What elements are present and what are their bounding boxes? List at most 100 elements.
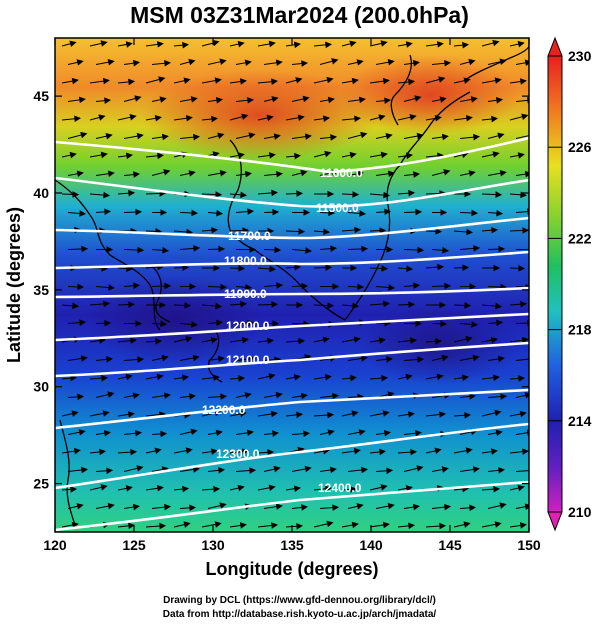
wind-arrow-head: [71, 521, 79, 529]
wind-arrow-head: [358, 96, 366, 104]
wind-arrow-head: [441, 354, 449, 362]
wind-arrow-head: [275, 391, 283, 399]
wind-arrow-head: [468, 58, 476, 66]
wind-arrow-head: [324, 374, 332, 381]
wind-arrow-head: [353, 447, 361, 455]
wind-arrow-head: [497, 355, 505, 363]
wind-arrow-head: [217, 355, 225, 363]
wind-arrow-head: [107, 170, 115, 178]
wind-arrow-head: [322, 336, 330, 344]
wind-arrow-head: [378, 114, 386, 121]
wind-arrow-head: [440, 209, 448, 216]
wind-arrow-head: [332, 504, 340, 511]
colorbar-max-arrow: [547, 36, 563, 57]
wind-arrow-head: [71, 410, 79, 417]
wind-arrow-head: [469, 393, 477, 400]
wind-arrow-head: [524, 392, 529, 399]
wind-arrow-head: [128, 189, 136, 197]
wind-arrow-head: [300, 392, 308, 400]
wind-arrow: [515, 322, 529, 324]
wind-arrow: [515, 470, 529, 472]
wind-arrow-head: [438, 76, 446, 83]
y-axis-label: Latitude (degrees): [4, 207, 24, 363]
wind-arrow-head: [386, 246, 394, 253]
wind-arrow-head: [323, 228, 331, 236]
wind-arrow-head: [183, 521, 191, 528]
wind-arrow-head: [442, 247, 450, 254]
wind-arrow-head: [462, 41, 470, 49]
wind-arrow-head: [271, 301, 279, 308]
wind-arrow-head: [380, 40, 388, 47]
wind-arrow-head: [386, 356, 394, 363]
credits: Drawing by DCL (https://www.gfd-dennou.o…: [0, 594, 599, 622]
wind-arrow-head: [415, 208, 423, 216]
wind-arrow-head: [72, 302, 80, 310]
x-axis-label: Longitude (degrees): [205, 559, 378, 579]
wind-arrow-head: [494, 77, 502, 84]
wind-arrow-head: [332, 392, 340, 400]
wind-arrow-head: [184, 302, 192, 309]
wind-arrow-head: [106, 246, 114, 253]
wind-arrow: [515, 358, 529, 361]
wind-arrow-head: [191, 321, 199, 328]
wind-arrow-head: [358, 429, 366, 436]
wind-arrow-head: [491, 115, 499, 123]
wind-arrow-head: [71, 77, 79, 85]
x-tick-label: 135: [280, 537, 304, 553]
wind-arrow-head: [188, 170, 196, 177]
wind-arrow-head: [164, 59, 172, 67]
wind-arrow-head: [164, 282, 172, 290]
wind-arrow-head: [193, 245, 201, 252]
wind-arrow-head: [415, 429, 423, 437]
wind-arrow-head: [219, 58, 227, 66]
wind-arrow-head: [330, 134, 338, 141]
wind-arrow-head: [354, 226, 362, 234]
wind-arrow-head: [213, 374, 221, 382]
wind-arrow-head: [211, 115, 219, 123]
wind-arrow-head: [276, 170, 284, 178]
wind-arrow-head: [185, 114, 193, 122]
wind-arrow-head: [182, 485, 190, 493]
wind-arrow-head: [382, 410, 390, 417]
wind-arrow-head: [520, 191, 528, 199]
wind-arrow-head: [190, 96, 198, 103]
wind-arrow-head: [156, 41, 164, 48]
wind-arrow-head: [325, 264, 333, 271]
wind-arrow-head: [271, 522, 278, 529]
wind-arrow-head: [463, 521, 471, 528]
wind-arrow-head: [193, 133, 201, 141]
wind-arrow-head: [493, 264, 501, 272]
wind-arrow-head: [524, 170, 529, 178]
wind-arrow-head: [469, 283, 477, 290]
wind-arrow-head: [239, 78, 247, 85]
wind-arrow-head: [305, 247, 313, 254]
x-tick-label: 140: [359, 537, 383, 553]
wind-arrow-head: [360, 131, 368, 139]
wind-arrow-head: [182, 264, 190, 271]
wind-arrow-head: [472, 466, 480, 473]
wind-arrow-head: [417, 246, 425, 254]
y-tick-label: 40: [33, 185, 49, 201]
wind-arrow-head: [517, 152, 525, 159]
wind-arrow-head: [240, 300, 248, 308]
wind-arrow-head: [327, 411, 335, 419]
wind-arrow-head: [417, 356, 425, 363]
wind-arrow-head: [128, 78, 136, 86]
wind-arrow-head: [249, 246, 257, 253]
wind-arrow-head: [327, 429, 335, 436]
wind-arrow-head: [349, 151, 357, 159]
wind-arrow-head: [192, 466, 200, 473]
wind-arrow-head: [499, 170, 507, 177]
wind-arrow-head: [441, 133, 449, 141]
wind-arrow-head: [272, 208, 280, 216]
wind-arrow-head: [331, 58, 339, 65]
wind-arrow-head: [181, 374, 189, 382]
wind-arrow-head: [211, 226, 219, 234]
wind-arrow-head: [464, 411, 472, 419]
wind-arrow-head: [272, 430, 280, 437]
wind-arrow-head: [125, 373, 133, 381]
wind-arrow-head: [379, 227, 387, 234]
wind-arrow-head: [414, 95, 422, 102]
wind-arrow-head: [415, 320, 423, 327]
wind-arrow-head: [521, 113, 529, 120]
